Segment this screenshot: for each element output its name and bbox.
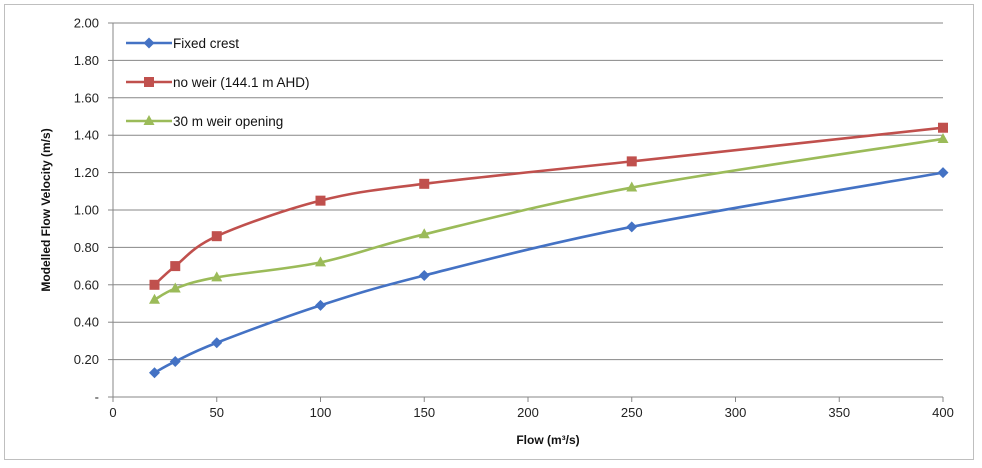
data-point — [211, 337, 223, 349]
data-point — [418, 228, 430, 239]
y-axis-title: Modelled Flow Velocity (m/s) — [39, 128, 53, 291]
data-point — [211, 231, 222, 242]
legend: Fixed crest no weir (144.1 m AHD) 30 m wei… — [126, 36, 310, 129]
data-point — [169, 282, 181, 293]
x-axis-ticks: 0 50 100 150 200 250 300 350 400 — [109, 405, 953, 420]
y-tick-label: - — [95, 390, 99, 405]
x-tick-label: 150 — [413, 405, 435, 420]
x-tick-label: 350 — [828, 405, 850, 420]
data-point — [315, 256, 326, 267]
data-point — [626, 156, 637, 167]
series-line-1 — [153, 126, 944, 286]
x-tick-label: 250 — [621, 405, 643, 420]
axes — [108, 22, 944, 402]
data-point — [169, 355, 181, 367]
data-point — [149, 279, 160, 290]
y-axis-ticks: - 0.20 0.40 0.60 0.80 1.00 1.20 1.40 1.60 1.80 2.0… — [74, 16, 99, 405]
data-point — [626, 221, 638, 233]
series-lines — [153, 126, 944, 374]
y-tick-label: 0.80 — [74, 240, 99, 255]
data-point — [149, 367, 160, 379]
y-tick-label: 0.40 — [74, 315, 99, 330]
data-point — [211, 271, 223, 282]
legend-label: Fixed crest — [173, 36, 239, 51]
legend-marker — [143, 37, 155, 49]
series-markers — [149, 122, 949, 379]
data-point — [315, 195, 326, 206]
data-point — [937, 132, 949, 143]
data-point — [418, 269, 430, 281]
legend-marker — [144, 77, 154, 87]
data-point — [937, 167, 949, 179]
series-line-0 — [153, 171, 944, 374]
y-tick-label: 1.80 — [74, 53, 99, 68]
gridlines — [113, 22, 943, 361]
series-line-2 — [153, 137, 944, 301]
x-tick-label: 50 — [210, 405, 224, 420]
y-tick-label: 0.20 — [74, 352, 99, 367]
chart-frame — [4, 4, 974, 460]
x-tick-label: 200 — [517, 405, 539, 420]
legend-marker — [143, 115, 155, 125]
legend-label: 30 m weir opening — [173, 114, 283, 129]
data-point — [149, 293, 160, 304]
y-tick-label: 2.00 — [74, 16, 99, 31]
data-point — [315, 299, 326, 311]
x-tick-label: 400 — [932, 405, 954, 420]
x-axis-title: Flow (m³/s) — [516, 433, 579, 447]
y-tick-label: 1.00 — [74, 203, 99, 218]
legend-label: no weir (144.1 m AHD) — [173, 75, 310, 90]
y-tick-label: 1.20 — [74, 165, 99, 180]
y-tick-label: 0.60 — [74, 277, 99, 292]
data-point — [170, 261, 181, 272]
data-point — [626, 181, 638, 192]
data-point — [938, 122, 948, 133]
y-tick-label: 1.40 — [74, 128, 99, 143]
data-point — [419, 178, 430, 189]
x-tick-label: 0 — [109, 405, 116, 420]
x-tick-label: 300 — [725, 405, 747, 420]
y-tick-label: 1.60 — [74, 90, 99, 105]
x-tick-label: 100 — [310, 405, 332, 420]
